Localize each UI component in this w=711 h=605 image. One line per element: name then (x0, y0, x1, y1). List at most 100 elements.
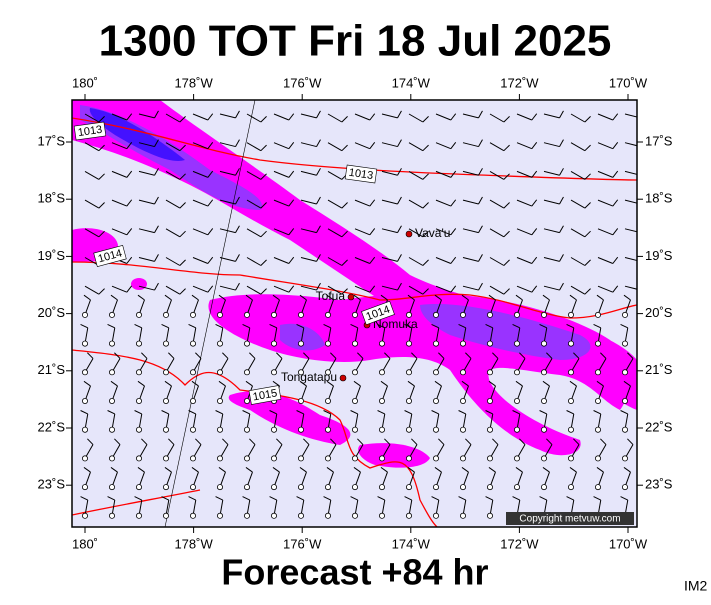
isobar-line (72, 489, 201, 516)
wind-barb (432, 380, 442, 404)
barb-calm (270, 340, 277, 347)
barb-feather (195, 352, 202, 359)
barb-feather (422, 144, 429, 152)
wind-barb (541, 467, 550, 491)
wind-barb (165, 285, 186, 295)
barb-calm (405, 311, 412, 318)
wind-barb (378, 352, 391, 376)
barb-staff (516, 113, 533, 121)
barb-feather (539, 496, 547, 501)
lon-label: 170˚W (609, 536, 648, 551)
wind-barb (300, 225, 321, 234)
wind-barb (324, 438, 337, 462)
wind-barb (273, 228, 295, 236)
wind-barb (135, 467, 145, 491)
wind-barb (568, 294, 577, 318)
barb-calm (189, 512, 196, 519)
wind-barb (323, 323, 332, 347)
lon-label: 170˚W (609, 75, 648, 90)
barb-staff (84, 199, 100, 209)
barb-feather (260, 173, 267, 180)
wind-barb (516, 142, 538, 150)
wind-barb (273, 142, 295, 150)
barb-calm (82, 455, 89, 462)
wind-barb (243, 438, 256, 462)
barb-feather (207, 170, 214, 178)
barb-staff (111, 228, 128, 236)
barb-calm (82, 512, 89, 519)
barb-staff (192, 199, 209, 207)
barb-feather (612, 199, 619, 207)
barb-staff (381, 285, 398, 291)
barb-calm (189, 397, 196, 404)
barb-staff (138, 113, 155, 119)
barb-staff (354, 199, 371, 207)
barb-feather (584, 259, 591, 266)
wind-barb (273, 256, 295, 264)
barb-staff (543, 113, 560, 119)
barb-staff (543, 142, 560, 148)
barb-staff (516, 228, 533, 236)
wind-barb (435, 170, 457, 178)
barb-feather (260, 202, 267, 209)
barb-feather (559, 168, 564, 176)
barb-feather (596, 294, 604, 301)
wind-barb (568, 467, 577, 491)
barb-staff (462, 113, 479, 119)
barb-calm (459, 397, 466, 404)
barb-calm (351, 455, 358, 462)
wind-barb (270, 352, 283, 376)
wind-barb (543, 225, 564, 234)
wind-barb (165, 228, 186, 238)
lon-label: 176˚W (283, 536, 322, 551)
barb-feather (492, 438, 499, 445)
wind-barb (489, 285, 510, 295)
barb-feather (350, 410, 358, 415)
barb-staff (192, 113, 209, 121)
barb-feather (546, 438, 553, 445)
wind-barb (215, 323, 224, 347)
barb-calm (351, 397, 358, 404)
barb-feather (422, 202, 429, 209)
wind-barb (595, 467, 604, 491)
barb-staff (435, 285, 452, 293)
barb-feather (380, 294, 388, 301)
barb-staff (435, 199, 452, 207)
barb-feather (235, 282, 240, 291)
barb-staff (165, 170, 181, 180)
barb-calm (82, 369, 89, 376)
barb-staff (219, 170, 236, 176)
barb-calm (622, 484, 629, 491)
wind-barb (84, 170, 105, 180)
barb-feather (87, 438, 94, 445)
wind-barb (351, 380, 361, 404)
barb-calm (109, 512, 116, 519)
barb-staff (273, 170, 290, 178)
barb-feather (380, 380, 388, 387)
barb-staff (84, 170, 100, 180)
wind-barb (516, 256, 538, 264)
barb-feather (450, 113, 457, 121)
barb-calm (216, 369, 223, 376)
wind-barb (516, 199, 538, 207)
wind-barb (189, 380, 199, 404)
barb-feather (107, 410, 115, 415)
barb-feather (422, 230, 429, 238)
barb-feather (341, 116, 348, 123)
wind-barb (111, 170, 133, 178)
barb-feather (407, 380, 415, 387)
barb-staff (84, 113, 100, 123)
barb-staff (435, 170, 452, 178)
wind-barb (624, 285, 637, 290)
copyright: Copyright metvuw.com (519, 514, 620, 525)
barb-feather (299, 294, 307, 301)
barb-calm (595, 455, 602, 462)
barb-feather (341, 202, 348, 209)
barb-staff (624, 170, 637, 175)
barb-feather (627, 438, 634, 445)
wind-barb (327, 285, 348, 295)
wind-barb (408, 285, 429, 295)
wind-barb (84, 199, 105, 209)
barb-staff (219, 142, 236, 148)
barb-staff (381, 257, 398, 262)
